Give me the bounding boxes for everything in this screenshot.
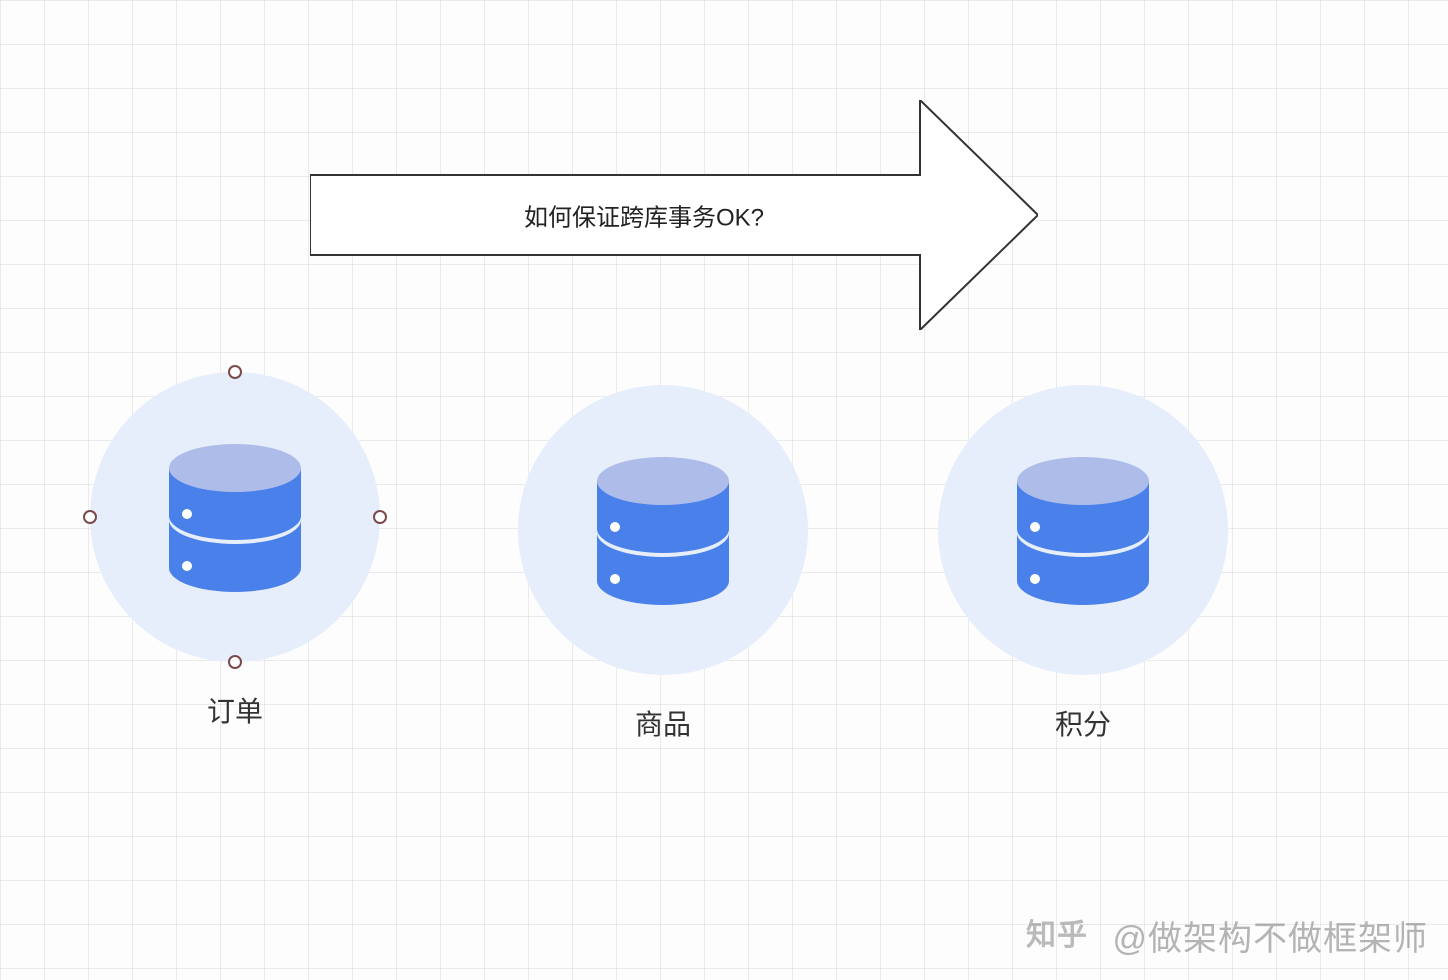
arrow-icon	[310, 100, 1038, 330]
db-circle	[518, 385, 808, 675]
svg-text:知乎: 知乎	[1026, 919, 1088, 952]
selection-handle-left[interactable]	[83, 510, 97, 524]
db-circle	[90, 372, 380, 662]
database-icon	[165, 442, 305, 592]
db-node-goods[interactable]: 商品	[518, 385, 808, 743]
selection-handle-right[interactable]	[373, 510, 387, 524]
arrow-question[interactable]: 如何保证跨库事务OK?	[310, 100, 1038, 330]
database-icon	[1013, 455, 1153, 605]
zhihu-logo-icon: 知乎	[1026, 919, 1098, 953]
db-circle	[938, 385, 1228, 675]
db-label: 订单	[90, 690, 380, 730]
db-label: 积分	[938, 703, 1228, 743]
selection-handle-top[interactable]	[228, 365, 242, 379]
database-icon	[593, 455, 733, 605]
selection-handle-bottom[interactable]	[228, 655, 242, 669]
diagram-canvas: 如何保证跨库事务OK? 订单	[0, 0, 1448, 980]
watermark: 知乎 @做架构不做框架师	[1026, 911, 1428, 960]
db-node-orders[interactable]: 订单	[90, 372, 380, 730]
db-label: 商品	[518, 703, 808, 743]
db-node-points[interactable]: 积分	[938, 385, 1228, 743]
watermark-text: @做架构不做框架师	[1112, 911, 1428, 960]
